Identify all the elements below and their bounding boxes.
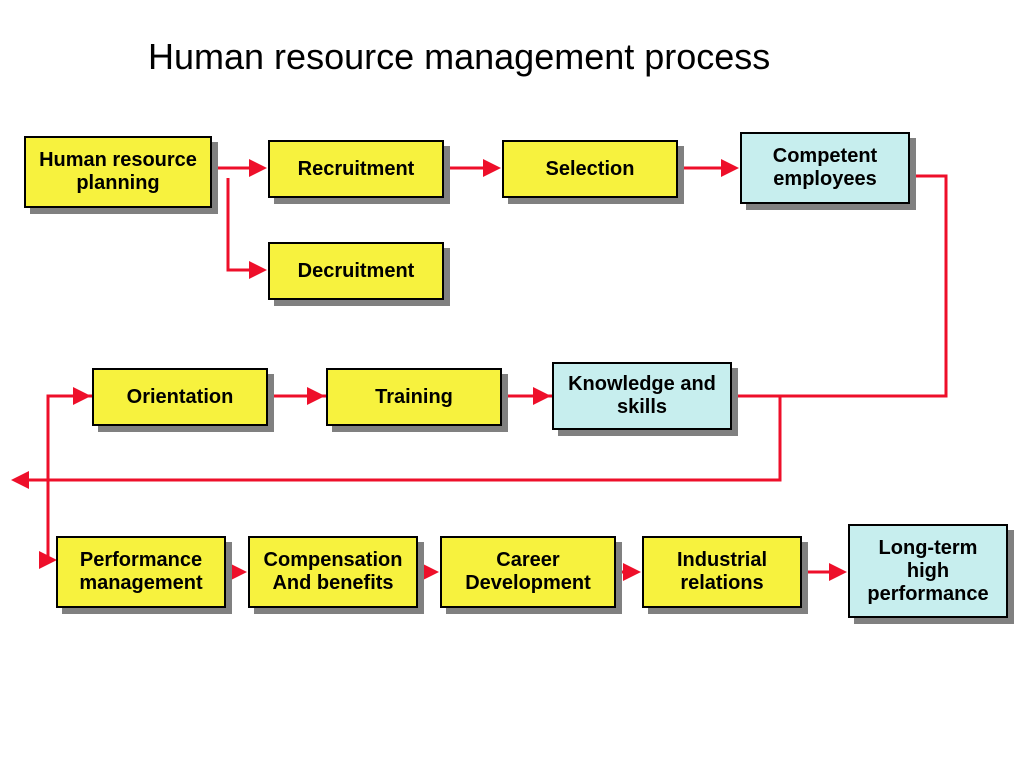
node-label: Competentemployees	[773, 145, 877, 191]
node-knowledge: Knowledge andskills	[552, 362, 732, 430]
node-orientation: Orientation	[92, 368, 268, 426]
node-decruitment: Decruitment	[268, 242, 444, 300]
node-label: Long-termhighperformance	[867, 537, 988, 606]
page-title: Human resource management process	[148, 36, 770, 78]
node-label: Selection	[546, 158, 635, 181]
node-competent: Competentemployees	[740, 132, 910, 204]
node-label: Training	[375, 386, 453, 409]
node-label: Performancemanagement	[79, 549, 202, 595]
node-selection: Selection	[502, 140, 678, 198]
node-longterm: Long-termhighperformance	[848, 524, 1008, 618]
node-label: Knowledge andskills	[568, 373, 716, 419]
node-label: Recruitment	[298, 158, 415, 181]
node-label: Decruitment	[298, 260, 415, 283]
node-label: CompensationAnd benefits	[264, 549, 403, 595]
node-training: Training	[326, 368, 502, 426]
node-label: CareerDevelopment	[465, 549, 591, 595]
node-label: Human resourceplanning	[39, 149, 197, 195]
node-recruitment: Recruitment	[268, 140, 444, 198]
node-label: Industrialrelations	[677, 549, 767, 595]
node-industrial: Industrialrelations	[642, 536, 802, 608]
node-performance: Performancemanagement	[56, 536, 226, 608]
node-hr-planning: Human resourceplanning	[24, 136, 212, 208]
edge-e4	[228, 178, 264, 270]
node-compensation: CompensationAnd benefits	[248, 536, 418, 608]
node-label: Orientation	[127, 386, 234, 409]
node-career: CareerDevelopment	[440, 536, 616, 608]
